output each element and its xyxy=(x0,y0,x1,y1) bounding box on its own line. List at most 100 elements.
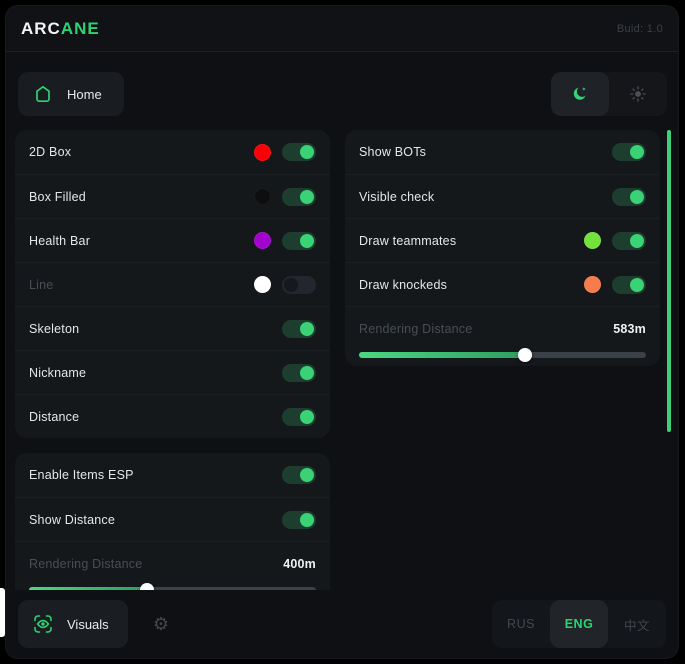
toggle-health-bar[interactable] xyxy=(282,231,316,250)
color-swatch-line[interactable] xyxy=(254,276,271,293)
color-swatch-2d-box[interactable] xyxy=(254,143,271,161)
app-logo: ARCANE xyxy=(21,19,100,39)
row-skeleton: Skeleton xyxy=(15,306,330,350)
build-version: Buid: 1.0 xyxy=(616,22,663,35)
toggle-distance[interactable] xyxy=(282,407,316,426)
row-value: 400m xyxy=(283,556,316,571)
color-swatch-draw-teammates[interactable] xyxy=(584,232,601,249)
row-distance: Distance xyxy=(15,394,330,438)
row-label: Draw teammates xyxy=(359,233,457,248)
row-label: Line xyxy=(29,277,54,292)
row-label: Rendering Distance xyxy=(29,556,143,571)
row-value: 583m xyxy=(613,321,646,336)
color-swatch-draw-knockeds[interactable] xyxy=(584,276,601,293)
row-label: Skeleton xyxy=(29,321,80,336)
row-show-bots: Show BOTs xyxy=(345,130,660,174)
home-icon xyxy=(33,84,53,104)
moon-icon xyxy=(570,84,590,104)
toggle-visible-check[interactable] xyxy=(612,187,646,206)
row-label: Rendering Distance xyxy=(359,321,473,336)
row-draw-knockeds: Draw knockeds xyxy=(345,262,660,306)
toggle-knob xyxy=(300,233,314,248)
row-nickname: Nickname xyxy=(15,350,330,394)
left-column: 2D Box Box Filled Health Bar Line Skeleton Ni… xyxy=(15,130,330,590)
row-rendering-distance: Rendering Distance 583m xyxy=(345,306,660,350)
row-rendering-distance: Rendering Distance 400m xyxy=(15,541,330,585)
toggle-enable-items-esp[interactable] xyxy=(282,466,316,484)
language-switcher: RUS ENG 中文 xyxy=(492,600,666,648)
toggle-knob xyxy=(300,409,314,424)
toggle-2d-box[interactable] xyxy=(282,143,316,161)
row-label: Health Bar xyxy=(29,233,91,248)
language-button-[interactable]: 中文 xyxy=(623,618,650,633)
light-mode-button[interactable] xyxy=(609,72,667,116)
home-tab[interactable]: Home xyxy=(18,72,124,116)
visuals-tab-label: Visuals xyxy=(67,616,109,632)
toggle-knob xyxy=(300,512,314,527)
toggle-nickname[interactable] xyxy=(282,363,316,382)
toggle-box-filled[interactable] xyxy=(282,187,316,206)
items-slider-row xyxy=(15,583,330,590)
app-window: ARCANE Buid: 1.0 Home xyxy=(6,6,678,658)
row-show-distance: Show Distance xyxy=(15,497,330,541)
app-logo-suffix: ANE xyxy=(60,18,100,38)
row-label: Box Filled xyxy=(29,189,86,204)
row-label: Visible check xyxy=(359,189,435,204)
theme-switcher xyxy=(551,72,667,116)
slider-handle[interactable] xyxy=(518,348,533,362)
row-2d-box: 2D Box xyxy=(15,130,330,174)
toggle-knob xyxy=(630,233,644,248)
right-column: Show BOTs Visible check Draw teammates Draw… xyxy=(345,130,660,381)
language-button-eng[interactable]: ENG xyxy=(550,600,608,648)
dark-mode-button[interactable] xyxy=(551,72,609,116)
background-window-sliver xyxy=(0,588,5,637)
bots-slider-row xyxy=(345,348,660,366)
gear-icon: ⚙ xyxy=(152,613,170,634)
toggle-knob xyxy=(300,468,314,482)
vertical-scrollbar-thumb[interactable] xyxy=(667,130,671,432)
toggle-show-distance[interactable] xyxy=(282,510,316,529)
toggle-knob xyxy=(284,277,298,292)
row-line: Line xyxy=(15,262,330,306)
row-box-filled: Box Filled xyxy=(15,174,330,218)
row-health-bar: Health Bar xyxy=(15,218,330,262)
sun-icon xyxy=(629,85,647,103)
row-visible-check: Visible check xyxy=(345,174,660,218)
bots-panel: Show BOTs Visible check Draw teammates Draw… xyxy=(345,130,660,366)
toggle-knob xyxy=(630,189,644,204)
toggle-show-bots[interactable] xyxy=(612,143,646,161)
slider-fill xyxy=(359,352,526,358)
toggle-line[interactable] xyxy=(282,275,316,294)
row-label: Draw knockeds xyxy=(359,277,448,292)
home-tab-label: Home xyxy=(67,86,102,102)
toggle-knob xyxy=(300,145,314,159)
title-bar: ARCANE Buid: 1.0 xyxy=(6,6,678,52)
toggle-draw-knockeds[interactable] xyxy=(612,275,646,294)
slider-track[interactable] xyxy=(359,348,646,362)
slider-fill xyxy=(29,587,147,590)
slider-track[interactable] xyxy=(29,583,316,590)
toggle-knob xyxy=(300,189,314,204)
player-esp-panel: 2D Box Box Filled Health Bar Line Skeleton Ni… xyxy=(15,130,330,438)
toggle-knob xyxy=(630,145,644,159)
row-label: Nickname xyxy=(29,365,87,380)
row-label: Show Distance xyxy=(29,512,115,527)
toggle-knob xyxy=(300,365,314,380)
color-swatch-box-filled[interactable] xyxy=(254,188,271,205)
row-label: Enable Items ESP xyxy=(29,468,134,482)
row-enable-items-esp: Enable Items ESP xyxy=(15,453,330,497)
row-label: 2D Box xyxy=(29,145,72,159)
scan-eye-icon xyxy=(32,613,54,635)
row-draw-teammates: Draw teammates xyxy=(345,218,660,262)
settings-button[interactable]: ⚙ xyxy=(140,600,182,648)
language-button-rus[interactable]: RUS xyxy=(507,617,535,631)
app-logo-prefix: ARC xyxy=(21,18,61,38)
color-swatch-health-bar[interactable] xyxy=(254,232,271,249)
toggle-draw-teammates[interactable] xyxy=(612,231,646,250)
row-label: Distance xyxy=(29,409,80,424)
toggle-knob xyxy=(300,321,314,336)
slider-handle[interactable] xyxy=(139,583,154,590)
items-esp-panel: Enable Items ESP Show Distance Rendering D… xyxy=(15,453,330,590)
visuals-tab[interactable]: Visuals xyxy=(18,600,128,648)
toggle-skeleton[interactable] xyxy=(282,319,316,338)
